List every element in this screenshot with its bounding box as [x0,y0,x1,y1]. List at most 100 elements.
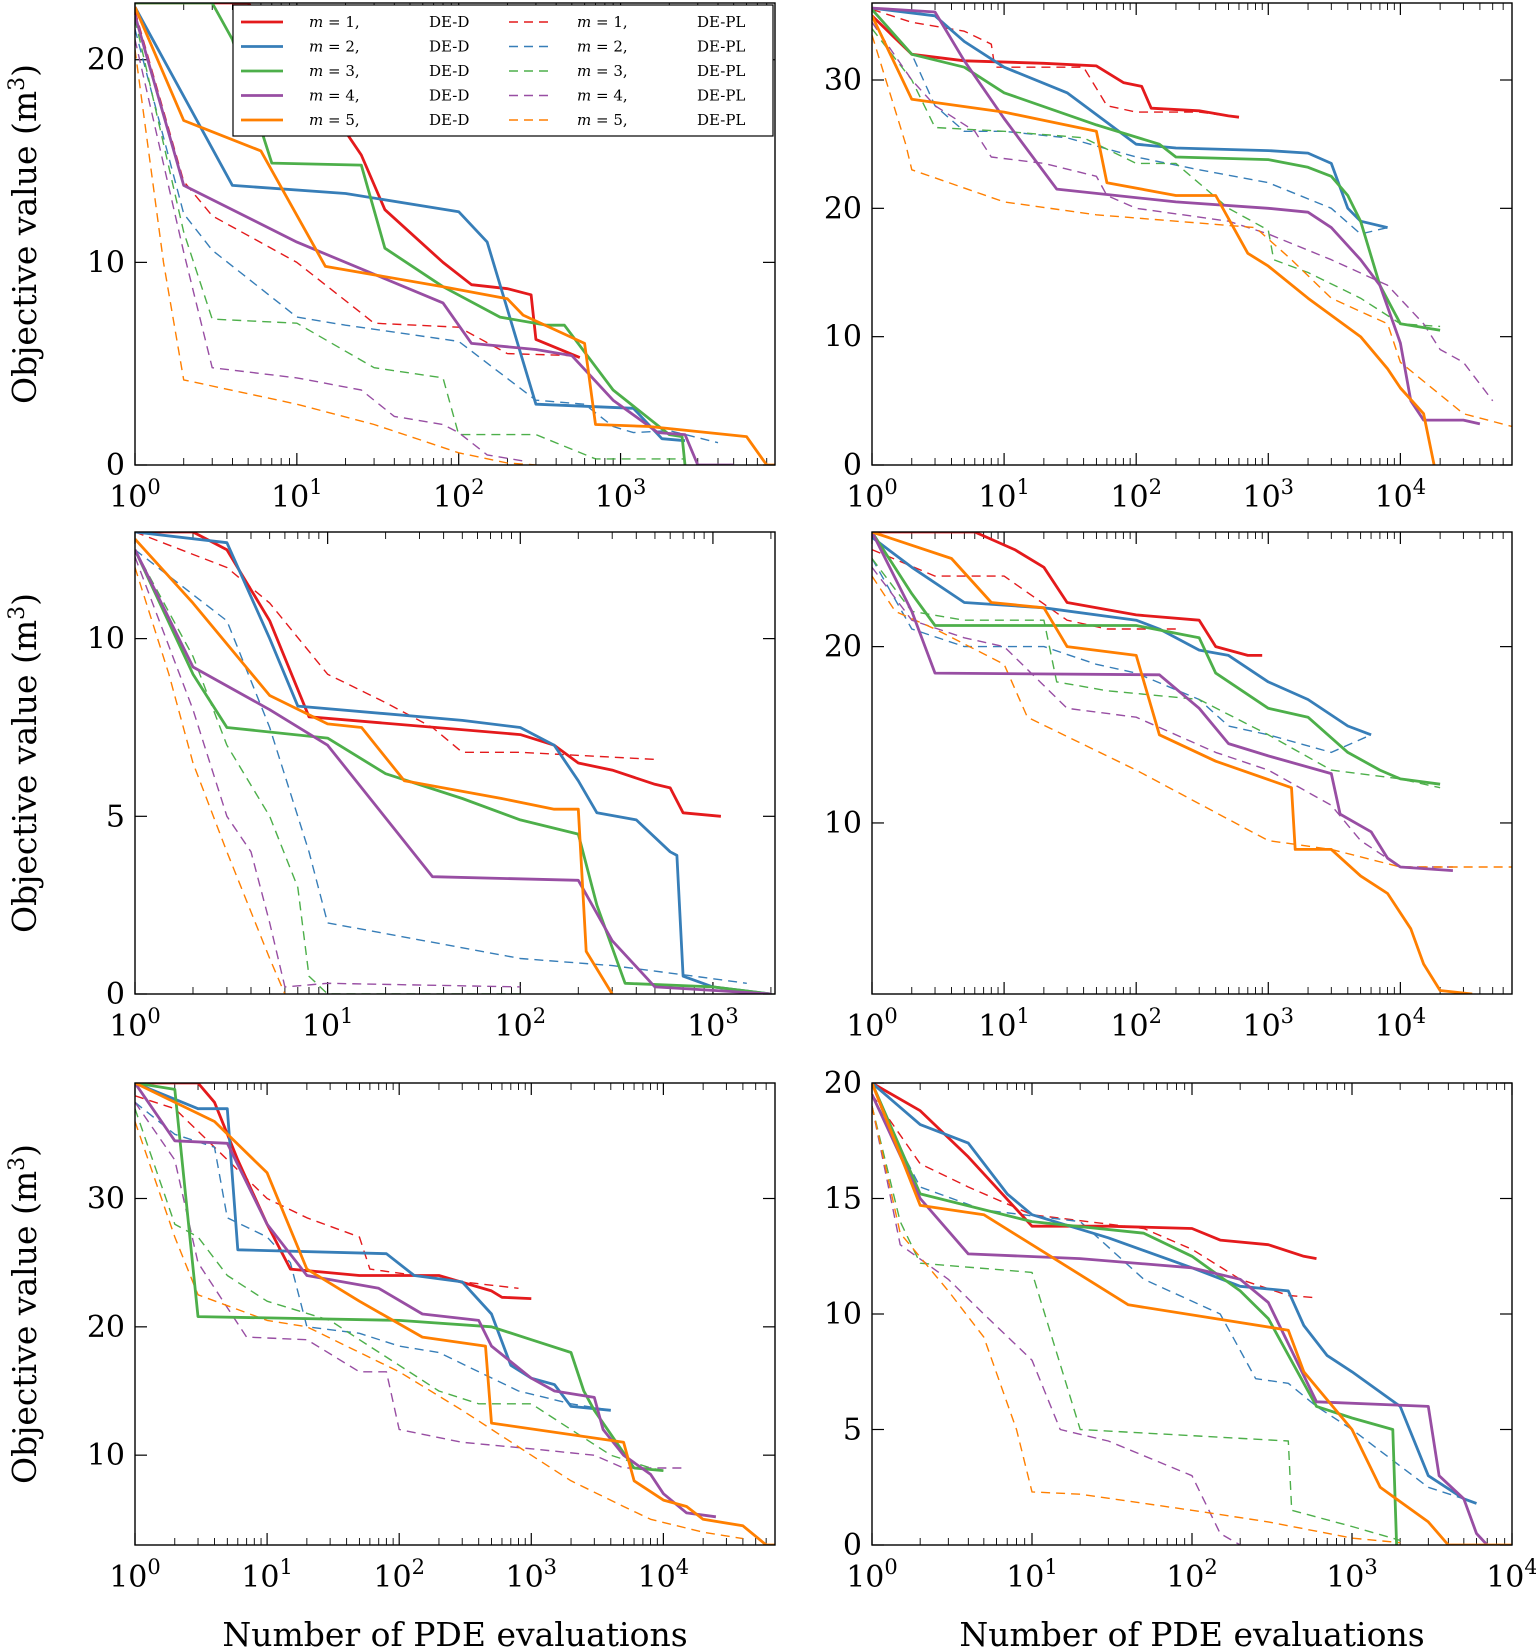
x-tick-label: 103 [595,475,647,515]
x-tick-label: 103 [687,1004,739,1044]
x-axis-title: Number of PDE evaluations [222,1615,687,1651]
x-tick-base: 10 [1242,1009,1280,1044]
legend-m: m [577,62,591,80]
x-tick-base: 10 [1486,1560,1524,1595]
series-line-m3D [872,532,1441,786]
x-tick-label: 102 [433,475,485,515]
legend-label-m2D: m = 2, DE-D [309,38,469,56]
x-tick-label: 100 [109,1555,161,1595]
x-tick-exponent: 3 [1281,1004,1294,1028]
y-axis-title-close: ) [5,1144,44,1157]
series-group [872,532,1512,994]
legend-method: DE-D [429,62,469,80]
x-tick-label: 101 [978,1004,1030,1044]
legend-m: m [309,111,323,129]
x-tick-exponent: 2 [471,475,484,499]
series-line-m1D [135,532,722,818]
legend-m: m [309,87,323,105]
series-line-m5P [872,1105,1401,1544]
series-line-m3D [135,1083,664,1472]
legend-eq: = 5, [591,111,627,129]
x-tick-base: 10 [241,1560,279,1595]
legend-label-m5P: m = 5, DE-PL [577,111,745,129]
x-tick-base: 10 [1375,1009,1413,1044]
x-tick-base: 10 [109,480,147,515]
plot-frame [134,2,776,466]
x-tick-label: 100 [109,1004,161,1044]
x-tick-exponent: 1 [1016,1004,1029,1028]
legend-method: DE-D [429,13,469,31]
series-line-m4P [872,566,1453,868]
x-tick-label: 101 [271,475,323,515]
y-axis-title-text: Objective value (m [5,620,44,933]
series-line-m5P [872,34,1512,428]
series-line-m3D [872,8,1441,332]
y-tick-label: 0 [106,448,125,483]
plot-frame [134,531,776,995]
x-tick-base: 10 [495,1009,533,1044]
x-tick-base: 10 [1110,480,1148,515]
series-line-m5D [872,15,1436,465]
x-tick-base: 10 [505,1560,543,1595]
legend-eq: = 1, [323,13,359,31]
legend-method: DE-PL [697,38,745,56]
x-tick-base: 10 [302,1009,340,1044]
legend-eq: = 4, [591,87,627,105]
y-tick-label: 0 [843,1528,862,1563]
series-line-m1D [872,532,1263,657]
x-tick-exponent: 2 [1149,475,1162,499]
x-tick-exponent: 3 [633,475,646,499]
y-axis-title-exponent: 3 [5,606,30,620]
series-line-m3P [872,558,1441,789]
x-tick-label: 102 [1110,475,1162,515]
series-line-m4P [135,1101,687,1469]
series-line-m2P [135,1101,611,1411]
x-tick-base: 10 [1375,480,1413,515]
x-tick-label: 103 [1326,1555,1378,1595]
series-line-m4P [135,556,521,988]
plot-frame [871,1082,1513,1546]
y-tick-label: 0 [843,448,862,483]
series-line-m2D [872,6,1388,229]
y-tick-label: 0 [106,977,125,1012]
y-axis-title-close: ) [5,593,44,606]
series-line-m1P [872,1094,1317,1299]
x-tick-base: 10 [109,1009,147,1044]
series-line-m3D [872,1083,1398,1545]
y-tick-label: 20 [824,1066,862,1101]
x-tick-label: 104 [1375,1004,1427,1044]
series-line-m2P [872,1094,1465,1500]
legend-eq: = 3, [591,62,627,80]
x-tick-exponent: 3 [1281,475,1294,499]
legend-eq: = 2, [323,38,359,56]
series-line-m3P [872,28,1441,328]
x-tick-label: 102 [1110,1004,1162,1044]
legend-method: DE-PL [697,87,745,105]
plot-frame [871,2,1513,466]
series-line-m2D [872,1083,1477,1505]
x-tick-base: 10 [373,1560,411,1595]
x-tick-base: 10 [846,1009,884,1044]
series-line-m4D [135,1083,717,1519]
y-axis-title: Objective value (m3) [5,593,44,933]
y-tick-label: 20 [87,1310,125,1345]
series-line-m2P [872,15,1388,235]
series-line-m4D [872,532,1453,872]
legend-m: m [309,13,323,31]
series-line-m1P [872,8,1229,117]
x-tick-label: 101 [978,475,1030,515]
x-tick-base: 10 [1006,1560,1044,1595]
legend-label-m4P: m = 4, DE-PL [577,87,745,105]
legend-m: m [577,13,591,31]
x-tick-base: 10 [1326,1560,1364,1595]
x-tick-exponent: 1 [1044,1555,1057,1579]
legend-label-m3D: m = 3, DE-D [309,62,469,80]
legend-m: m [309,62,323,80]
series-line-m5D [872,532,1473,994]
legend-eq: = 1, [591,13,627,31]
y-axis-title: Objective value (m3) [5,64,44,404]
legend-eq: = 2, [591,38,627,56]
